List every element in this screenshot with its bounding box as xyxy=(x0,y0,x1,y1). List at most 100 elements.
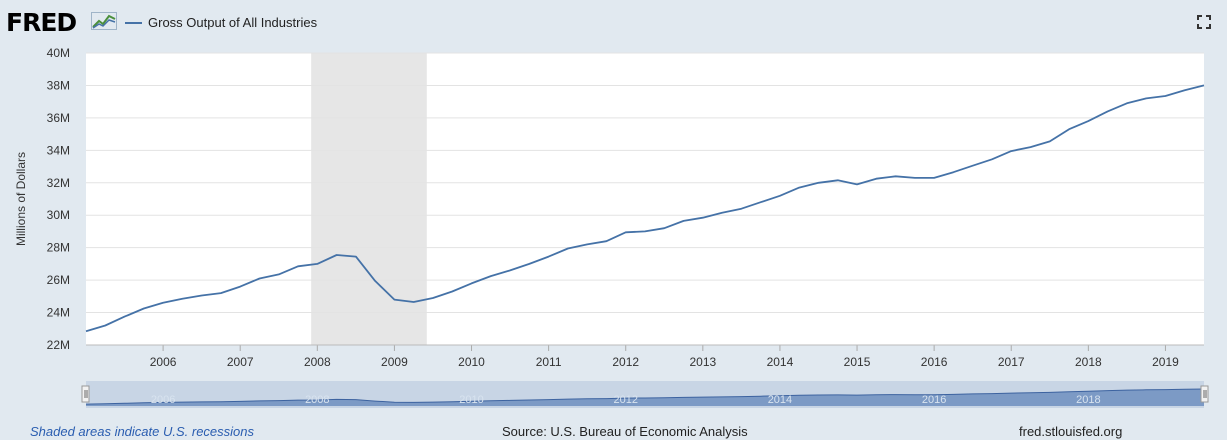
data-point[interactable] xyxy=(1084,117,1092,125)
data-point[interactable] xyxy=(448,287,456,295)
data-point[interactable] xyxy=(217,289,225,297)
navigator-tick-label: 2012 xyxy=(613,394,637,406)
x-tick-label: 2007 xyxy=(227,355,254,369)
data-point[interactable] xyxy=(487,272,495,280)
fred-logo[interactable]: FRED xyxy=(6,8,77,37)
x-tick-label: 2016 xyxy=(921,355,948,369)
series-line-0[interactable] xyxy=(85,84,1205,333)
data-point[interactable] xyxy=(718,209,726,217)
navigator-tick-label: 2016 xyxy=(922,394,946,406)
series-group xyxy=(82,81,1208,335)
data-point[interactable] xyxy=(583,240,591,248)
x-tick-label: 2015 xyxy=(844,355,871,369)
data-point[interactable] xyxy=(814,179,822,187)
data-point[interactable] xyxy=(660,224,668,232)
y-tick-label: 22M xyxy=(47,338,70,352)
data-point[interactable] xyxy=(602,237,610,245)
data-point[interactable] xyxy=(564,244,572,252)
data-point[interactable] xyxy=(1065,125,1073,133)
data-point[interactable] xyxy=(468,279,476,287)
data-point[interactable] xyxy=(1123,99,1131,107)
data-point[interactable] xyxy=(101,322,109,330)
recession-shade-0 xyxy=(311,53,427,345)
recession-note-link[interactable]: Shaded areas indicate U.S. recessions xyxy=(30,424,255,439)
y-tick-label: 28M xyxy=(47,241,70,255)
data-point[interactable] xyxy=(121,313,129,321)
x-tick-label: 2010 xyxy=(458,355,485,369)
data-point[interactable] xyxy=(390,296,398,304)
navigator-series-line xyxy=(85,388,1205,405)
data-point[interactable] xyxy=(159,299,167,307)
x-tick-label: 2014 xyxy=(767,355,794,369)
y-tick-label: 24M xyxy=(47,306,70,320)
fullscreen-icon[interactable] xyxy=(1197,15,1211,29)
navigator-tick-label: 2008 xyxy=(305,394,329,406)
data-point[interactable] xyxy=(699,214,707,222)
x-tick-label: 2018 xyxy=(1075,355,1102,369)
data-point[interactable] xyxy=(525,260,533,268)
data-point[interactable] xyxy=(255,274,263,282)
y-tick-label: 38M xyxy=(47,78,70,92)
navigator-tick-label: 2018 xyxy=(1076,394,1100,406)
data-point[interactable] xyxy=(506,266,514,274)
data-point[interactable] xyxy=(737,205,745,213)
fred-site-link[interactable]: fred.stlouisfed.org xyxy=(1019,424,1123,439)
data-point[interactable] xyxy=(275,270,283,278)
data-point[interactable] xyxy=(892,172,900,180)
data-point[interactable] xyxy=(545,253,553,261)
data-point[interactable] xyxy=(853,180,861,188)
data-point[interactable] xyxy=(930,174,938,182)
data-point[interactable] xyxy=(1104,107,1112,115)
x-tick-label: 2011 xyxy=(536,355,562,369)
y-tick-label: 30M xyxy=(47,208,70,222)
data-point[interactable] xyxy=(352,253,360,261)
data-point[interactable] xyxy=(429,294,437,302)
x-tick-label: 2008 xyxy=(304,355,331,369)
data-point[interactable] xyxy=(1181,86,1189,94)
data-point[interactable] xyxy=(1007,147,1015,155)
data-point[interactable] xyxy=(795,184,803,192)
data-point[interactable] xyxy=(371,277,379,285)
data-point[interactable] xyxy=(911,174,919,182)
x-tick-label: 2017 xyxy=(998,355,1025,369)
legend-series-line xyxy=(125,22,142,24)
data-point[interactable] xyxy=(834,176,842,184)
data-point[interactable] xyxy=(622,228,630,236)
data-point[interactable] xyxy=(294,262,302,270)
data-point[interactable] xyxy=(198,292,206,300)
data-point[interactable] xyxy=(988,155,996,163)
x-tick-label: 2006 xyxy=(150,355,177,369)
data-point[interactable] xyxy=(949,168,957,176)
data-point[interactable] xyxy=(313,260,321,268)
navigator-left-handle[interactable] xyxy=(81,385,90,403)
data-point[interactable] xyxy=(1161,92,1169,100)
data-point[interactable] xyxy=(178,295,186,303)
range-navigator[interactable]: 2006 2008 2010 2012 2014 2016 2018 xyxy=(81,381,1209,408)
data-point[interactable] xyxy=(1142,94,1150,102)
y-tick-label: 40M xyxy=(47,46,70,60)
data-point[interactable] xyxy=(236,283,244,291)
x-tick-label: 2013 xyxy=(689,355,716,369)
data-point[interactable] xyxy=(757,198,765,206)
y-axis-label: Millions of Dollars xyxy=(14,152,28,246)
data-point[interactable] xyxy=(872,175,880,183)
plot-background xyxy=(86,53,1204,345)
navigator-right-handle[interactable] xyxy=(1200,385,1209,403)
data-point[interactable] xyxy=(776,192,784,200)
data-point[interactable] xyxy=(680,217,688,225)
y-tick-label: 26M xyxy=(47,273,70,287)
data-point[interactable] xyxy=(410,298,418,306)
navigator-tick-label: 2010 xyxy=(459,394,483,406)
data-point[interactable] xyxy=(140,305,148,313)
source-note: Source: U.S. Bureau of Economic Analysis xyxy=(502,424,748,439)
data-point[interactable] xyxy=(333,251,341,259)
data-point[interactable] xyxy=(82,327,90,335)
data-point[interactable] xyxy=(1046,137,1054,145)
data-point[interactable] xyxy=(641,227,649,235)
data-point[interactable] xyxy=(1027,143,1035,151)
data-point[interactable] xyxy=(969,162,977,170)
data-point[interactable] xyxy=(1200,81,1208,89)
legend-series-label: Gross Output of All Industries xyxy=(148,15,318,30)
navigator-series-area xyxy=(86,389,1204,406)
